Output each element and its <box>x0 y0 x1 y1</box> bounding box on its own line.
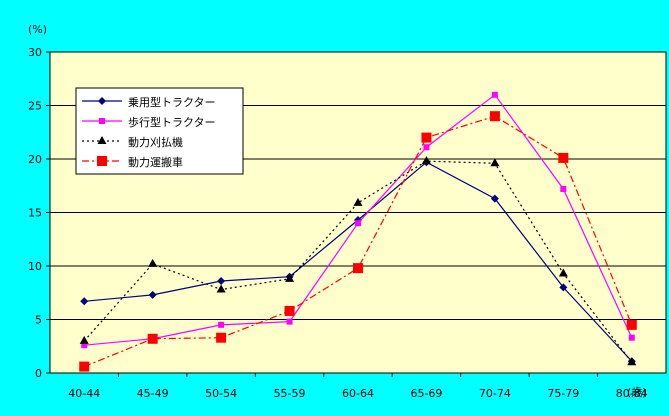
axes: 0 5 10 15 20 25 30 40-44 45-49 50-54 55-59 60-64 65-… <box>28 46 648 400</box>
series-動力刈払機 <box>79 156 637 366</box>
data-point-marker <box>79 361 90 372</box>
data-point-marker <box>490 158 500 167</box>
data-point-marker <box>286 318 293 325</box>
legend-label: 動力運搬車 <box>128 155 183 169</box>
data-point-marker <box>490 194 499 203</box>
data-point-marker <box>97 136 107 144</box>
legend-label: 動力刈払機 <box>128 135 183 149</box>
y-tick-label: 5 <box>35 314 42 327</box>
x-tick-label: 75-79 <box>547 387 579 400</box>
data-point-marker <box>217 276 226 285</box>
data-point-marker <box>81 342 88 349</box>
x-axis-unit-label: (歳) <box>627 386 647 399</box>
x-tick-label: 70-74 <box>479 387 511 400</box>
series-layer <box>79 91 637 372</box>
data-point-marker <box>285 273 295 282</box>
x-tick-label: 65-69 <box>410 387 442 400</box>
data-point-marker <box>99 118 105 124</box>
data-point-marker <box>628 334 635 341</box>
data-point-marker <box>489 111 500 122</box>
data-point-marker <box>558 268 568 277</box>
data-point-marker <box>491 91 498 98</box>
data-point-marker <box>626 319 637 330</box>
data-point-marker <box>421 132 432 143</box>
data-point-marker <box>355 220 361 227</box>
y-tick-label: 15 <box>28 207 42 220</box>
data-point-marker <box>80 297 89 306</box>
y-tick-label: 25 <box>28 100 42 113</box>
data-point-marker <box>79 335 89 344</box>
data-point-marker <box>216 284 226 293</box>
data-point-marker <box>421 156 431 165</box>
x-tick-label: 40-44 <box>68 387 100 400</box>
data-point-marker <box>148 290 157 299</box>
data-point-marker <box>216 332 227 343</box>
series-歩行型トラクター <box>81 91 635 349</box>
x-tick-label: 80-84 <box>616 387 648 400</box>
data-point-marker <box>353 197 363 206</box>
y-axis-unit-label: (%) <box>28 23 47 36</box>
data-point-marker <box>98 97 106 105</box>
x-tick-label: 60-64 <box>342 387 374 400</box>
x-tick-label: 45-49 <box>137 387 169 400</box>
legend-label: 歩行型トラクター <box>128 115 216 129</box>
legend-label: 乗用型トラクター <box>128 95 216 109</box>
y-tick-label: 20 <box>28 153 42 166</box>
x-tick-label: 50-54 <box>205 387 237 400</box>
data-point-marker <box>558 152 569 163</box>
data-point-marker <box>148 258 158 267</box>
y-tick-label: 0 <box>35 367 42 380</box>
x-tick-label: 55-59 <box>274 387 306 400</box>
data-point-marker <box>353 263 363 274</box>
y-tick-label: 30 <box>28 46 42 59</box>
data-point-marker <box>560 185 567 192</box>
data-point-marker <box>627 357 637 366</box>
data-point-marker <box>218 321 225 328</box>
data-point-marker <box>559 283 568 292</box>
y-tick-label: 10 <box>28 260 42 273</box>
data-point-marker <box>423 144 430 151</box>
series-動力運搬車 <box>79 111 637 372</box>
data-point-marker <box>147 333 158 344</box>
data-point-marker <box>284 305 295 316</box>
data-point-marker <box>97 156 107 166</box>
